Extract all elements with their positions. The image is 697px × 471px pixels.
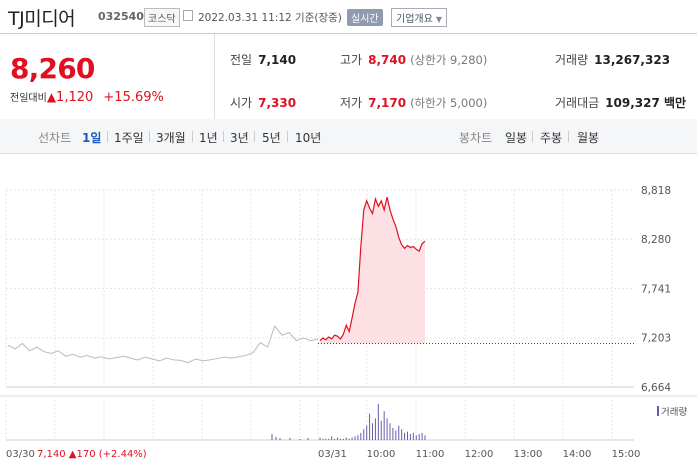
x-tick-label: 12:00 — [465, 449, 494, 460]
quote-panel: 8,260 전일대비▲1,120 +15.69% 전일 7,140 고가 8,740… — [0, 33, 697, 121]
change-amount: 1,120 — [56, 90, 94, 105]
high-value: 8,740 — [368, 53, 407, 67]
stock-name: TJ미디어 — [8, 8, 76, 30]
x-tick-label: 14:00 — [563, 449, 592, 460]
tab-1d[interactable]: 1일 — [82, 131, 102, 145]
change-label: 전일대비 — [10, 93, 47, 104]
day-high: 고가 8,740 (상한가 9,280) — [340, 51, 487, 68]
upper-limit: (상한가 9,280) — [410, 53, 488, 67]
volume-legend-swatch — [657, 406, 659, 416]
volume-value: 13,267,323 — [594, 53, 671, 67]
trade-value-stat: 거래대금 109,327 백만 — [555, 94, 686, 111]
prev-day-quote: 7,140 ▲170 (+2.44%) — [37, 449, 147, 460]
tab-divider — [254, 131, 255, 142]
tab-monthly-candle[interactable]: 월봉 — [577, 131, 600, 145]
y-tick-label: 6,664 — [641, 382, 671, 394]
tab-divider — [532, 131, 533, 142]
tab-3m[interactable]: 3개월 — [156, 131, 186, 145]
prev-close: 전일 7,140 — [230, 51, 296, 68]
x-tick-label: 10:00 — [367, 449, 396, 460]
x-tick-label: 13:00 — [514, 449, 543, 460]
prev-day-label: 03/30 — [6, 449, 35, 460]
lower-limit: (하한가 5,000) — [410, 96, 488, 110]
stock-code: 032540 — [98, 10, 144, 23]
company-info-label: 기업개요 — [396, 14, 433, 25]
up-arrow-icon: ▲ — [46, 90, 57, 104]
market-badge: 코스닥 — [144, 8, 180, 27]
tab-5y[interactable]: 5년 — [262, 131, 281, 145]
price-change: 전일대비▲1,120 +15.69% — [10, 89, 164, 105]
low-label: 저가 — [340, 96, 363, 110]
open-value: 7,330 — [258, 96, 297, 110]
open-label: 시가 — [230, 96, 253, 110]
company-info-dropdown[interactable]: 기업개요 ▼ — [391, 8, 447, 27]
stock-header: TJ미디어 032540 코스닥 2022.03.31 11:12 기준(장중)… — [0, 0, 697, 33]
high-label: 고가 — [340, 53, 363, 67]
day-label: 03/31 — [318, 449, 347, 460]
y-tick-label: 7,741 — [641, 284, 671, 296]
tab-1y[interactable]: 1년 — [199, 131, 218, 145]
tab-1w[interactable]: 1주일 — [114, 131, 144, 145]
current-price: 8,260 — [10, 52, 95, 85]
today-price-line — [319, 196, 426, 342]
tab-10y[interactable]: 10년 — [295, 131, 322, 145]
tab-divider — [149, 131, 150, 142]
y-tick-label: 7,203 — [641, 333, 671, 345]
tab-daily-candle[interactable]: 일봉 — [505, 131, 528, 145]
open-price: 시가 7,330 — [230, 94, 296, 111]
low-value: 7,170 — [368, 96, 407, 110]
today-area-fill — [320, 197, 425, 344]
y-tick-label: 8,280 — [641, 234, 671, 246]
tab-weekly-candle[interactable]: 주봉 — [540, 131, 563, 145]
x-tick-label: 11:00 — [416, 449, 445, 460]
realtime-button[interactable]: 실시간 — [347, 9, 383, 26]
trade-value: 109,327 백만 — [605, 96, 687, 110]
prev-label: 전일 — [230, 53, 253, 67]
y-tick-label: 8,818 — [641, 185, 671, 197]
chart-tabs: 선차트 1일 1주일 3개월 1년 3년 5년 10년 봉차트 일봉 주봉 월봉 — [0, 119, 697, 154]
day-low: 저가 7,170 (하한가 5,000) — [340, 94, 487, 111]
volume-stat: 거래량 13,267,323 — [555, 51, 670, 68]
tab-divider — [568, 131, 569, 142]
prev-day-line — [7, 325, 319, 364]
change-percent: +15.69% — [103, 90, 164, 105]
tab-3y[interactable]: 3년 — [230, 131, 249, 145]
line-chart-label: 선차트 — [38, 131, 72, 145]
prev-value: 7,140 — [258, 53, 297, 67]
volume-legend-label: 거래량 — [661, 406, 687, 418]
price-box: 8,260 전일대비▲1,120 +15.69% — [0, 34, 215, 120]
chevron-down-icon: ▼ — [435, 15, 442, 24]
candle-chart-label: 봉차트 — [459, 131, 493, 145]
trade-value-label: 거래대금 — [555, 96, 600, 110]
x-tick-label: 15:00 — [612, 449, 641, 460]
quote-datetime: 2022.03.31 11:12 기준(장중) — [198, 12, 342, 24]
tab-divider — [287, 131, 288, 142]
calendar-icon — [183, 10, 193, 21]
tab-divider — [192, 131, 193, 142]
tab-divider — [223, 131, 224, 142]
volume-label: 거래량 — [555, 53, 589, 67]
tab-divider — [107, 131, 108, 142]
